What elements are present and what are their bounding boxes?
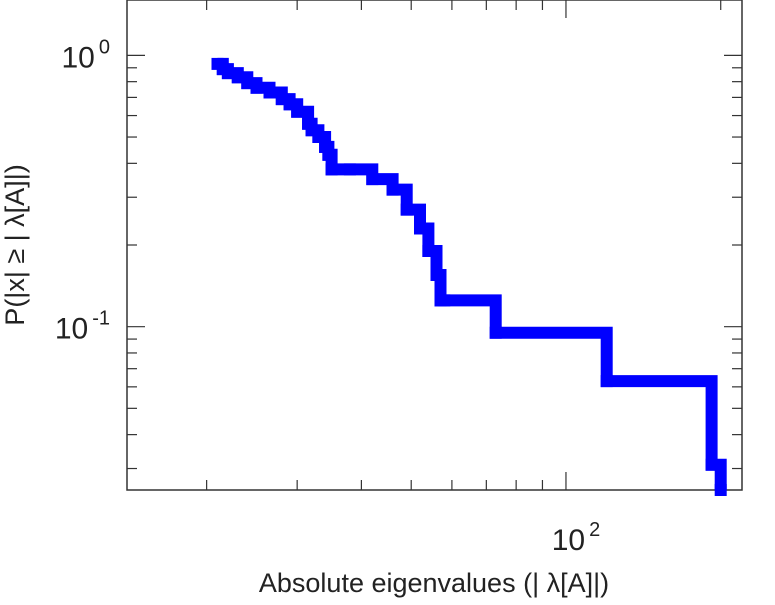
data-point: [438, 294, 451, 307]
data-point: [325, 163, 338, 176]
data-point: [312, 131, 325, 143]
data-point: [241, 77, 254, 90]
data-point: [250, 81, 263, 94]
data-point: [322, 148, 335, 161]
x-tick-label-exponent: 2: [589, 519, 600, 541]
data-point: [600, 375, 613, 388]
y-tick-label-base: 10: [62, 41, 95, 74]
labels-layer: 10 210 010 -1: [55, 36, 600, 557]
x-tick-label-base: 10: [552, 524, 585, 557]
data-point: [705, 458, 718, 471]
data-point: [430, 269, 443, 281]
data-point: [414, 222, 426, 235]
x-axis-label: Absolute eigenvalues (| λ[A]|): [259, 568, 609, 598]
data-point: [400, 203, 413, 216]
data-point: [422, 245, 435, 257]
data-point: [489, 326, 502, 339]
ticks-layer: [127, 0, 742, 490]
data-point: [343, 163, 356, 176]
y-tick-label-base: 10: [55, 313, 88, 346]
x-tick-label: 10 2: [552, 519, 601, 557]
data-point: [231, 71, 244, 84]
data-point: [263, 86, 276, 99]
data-point: [386, 183, 399, 196]
series-line: [216, 57, 727, 490]
data-point: [291, 105, 304, 118]
y-tick-label: 10 0: [62, 36, 111, 74]
y-tick-label-exponent: 0: [99, 36, 110, 58]
y-tick-label: 10 -1: [55, 308, 110, 346]
data-point: [714, 484, 727, 496]
y-tick-label-exponent: -1: [92, 308, 110, 330]
y-axis-label: P(|x| ≥ | λ[A]|): [0, 164, 30, 325]
data-point: [221, 67, 234, 80]
series-layer: [211, 57, 727, 496]
data-point: [366, 173, 379, 186]
